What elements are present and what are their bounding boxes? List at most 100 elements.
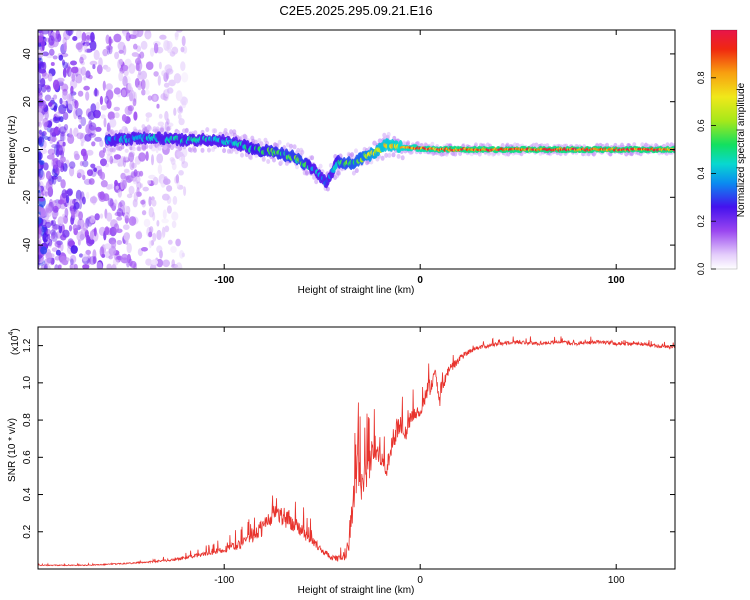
spectrogram-y-tick-label: 40 [22,48,33,60]
spectrogram-noise-cell [53,94,58,100]
spectrogram-noise-cell [85,91,90,101]
spectrogram-halo-cell [400,155,405,161]
spectrogram-noise-cell [107,111,116,120]
spectrogram-noise-cell [180,96,189,106]
spectrogram-noise-cell [62,61,69,69]
spectrogram-noise-cell [113,33,122,43]
spectrogram-noise-cell [128,175,134,182]
spectrogram-noise-cell [59,203,66,210]
spectrogram-noise-cell [175,262,183,269]
spectrogram-noise-cell [178,105,183,112]
spectrogram-noise-cell [138,152,146,162]
spectrogram-noise-cell [127,82,132,91]
colorbar-tick-label: 0.8 [696,72,706,85]
spectrogram-noise-cell [174,32,179,38]
spectrogram-noise-cell [175,174,180,184]
spectrogram-noise-cell [156,258,164,268]
snr-x-tick-label: 100 [608,575,625,586]
spectrogram-noise-cell [112,258,119,266]
spectrogram-noise-cell [105,83,113,91]
spectrogram-noise-cell [109,183,114,190]
spectrogram-halo-cell [248,155,253,161]
spectrogram-noise-cell [70,66,79,74]
spectrogram-noise-cell [104,95,109,105]
spectrogram-noise-cell [89,196,98,204]
spectrogram-noise-cell [147,180,152,185]
spectrogram-noise-cell [57,216,64,227]
spectrogram-halo-cell [318,163,323,169]
spectrogram-noise-cell [44,191,48,197]
spectrogram-halo-cell [111,147,116,153]
spectrogram-noise-cell [76,169,85,178]
spectrogram-noise-cell [54,173,58,178]
spectrogram-halo-cell [277,139,282,145]
spectrogram-noise-cell [140,199,146,205]
spectrogram-noise-cell [61,213,66,220]
spectrogram-noise-cell [38,121,43,128]
spectrogram-noise-cell [58,104,67,115]
spectrogram-halo-cell [406,140,411,146]
spectrogram-noise-cell [92,64,96,70]
spectrogram-noise-cell [101,114,106,119]
spectrogram-noise-cell [147,95,153,101]
spectrogram-noise-cell [75,42,83,50]
spectrogram-y-label: Frequency (Hz) [7,116,18,185]
spectrogram-noise-cell [176,151,184,158]
spectrogram-noise-cell [89,60,98,66]
spectrogram-x-tick-label: 0 [417,275,423,286]
colorbar-tick-label: 0.4 [696,167,706,180]
spectrogram-noise-cell [183,186,187,197]
spectrogram-noise-cell [63,215,68,224]
spectrogram-noise-cell [106,263,112,269]
spectrogram-noise-cell [54,126,59,134]
spectrogram-noise-cell [151,199,157,207]
spectrogram-halo-cell [163,144,168,150]
spectrogram-noise-cell [181,161,189,169]
spectrogram-noise-cell [179,249,185,259]
spectrogram-noise-cell [38,59,41,64]
snr-y-tick-label: 1.0 [22,375,33,389]
spectrogram-noise-cell [99,213,104,219]
snr-scale-exponent: 4 [8,332,15,336]
spectrogram-noise-cell [135,57,142,65]
svg-text:(x104): (x104) [8,328,21,355]
spectrogram-noise-cell [172,195,178,205]
spectrogram-halo-cell [350,152,355,158]
spectrogram-noise-cell [148,206,154,218]
spectrogram-noise-cell [106,99,112,109]
spectrogram-halo-cell [351,170,356,176]
spectrogram-noise-cell [43,264,51,269]
spectrogram-halo-cell [286,142,290,148]
spectrogram-noise-cell [109,198,114,209]
spectrogram-noise-cell [96,64,103,75]
spectrogram-y-ticks: -40 -20 0 20 40 [22,48,675,252]
spectrogram-halo-cell [305,170,309,176]
spectrogram-halo-cell [120,144,125,150]
spectrogram-noise-cell [99,246,105,257]
spectrogram-halo-cell [500,143,505,148]
spectrogram-noise-cell [141,247,148,252]
spectrogram-noise-cell [124,75,131,84]
spectrogram-noise-cell [124,148,129,153]
spectrogram-noise-cell [84,133,92,142]
spectrogram-halo-cell [272,157,276,163]
spectrogram-noise-cell [125,32,131,42]
spectrogram-noise-cell [72,36,78,41]
spectrogram-halo-cell [384,152,389,158]
spectrogram-noise-cell [82,264,90,269]
spectrogram-noise-cell [69,199,75,208]
spectrogram-noise-cell [171,220,177,229]
spectrogram-halo-cell [154,142,159,148]
spectrogram-noise-cell [87,111,96,120]
spectrogram-halo-cell [391,152,396,158]
spectrogram-noise-cell [106,212,113,222]
spectrogram-noise-cell [171,211,179,221]
spectrogram-noise-cell [62,141,66,147]
spectrogram-noise-cell [73,108,78,120]
spectrogram-noise-cell [163,39,168,49]
spectrogram-noise-cell [56,144,63,156]
spectrogram-noise-cell [54,255,61,261]
spectrogram-noise-cell [121,89,127,97]
spectrogram-noise-cell [63,42,67,52]
